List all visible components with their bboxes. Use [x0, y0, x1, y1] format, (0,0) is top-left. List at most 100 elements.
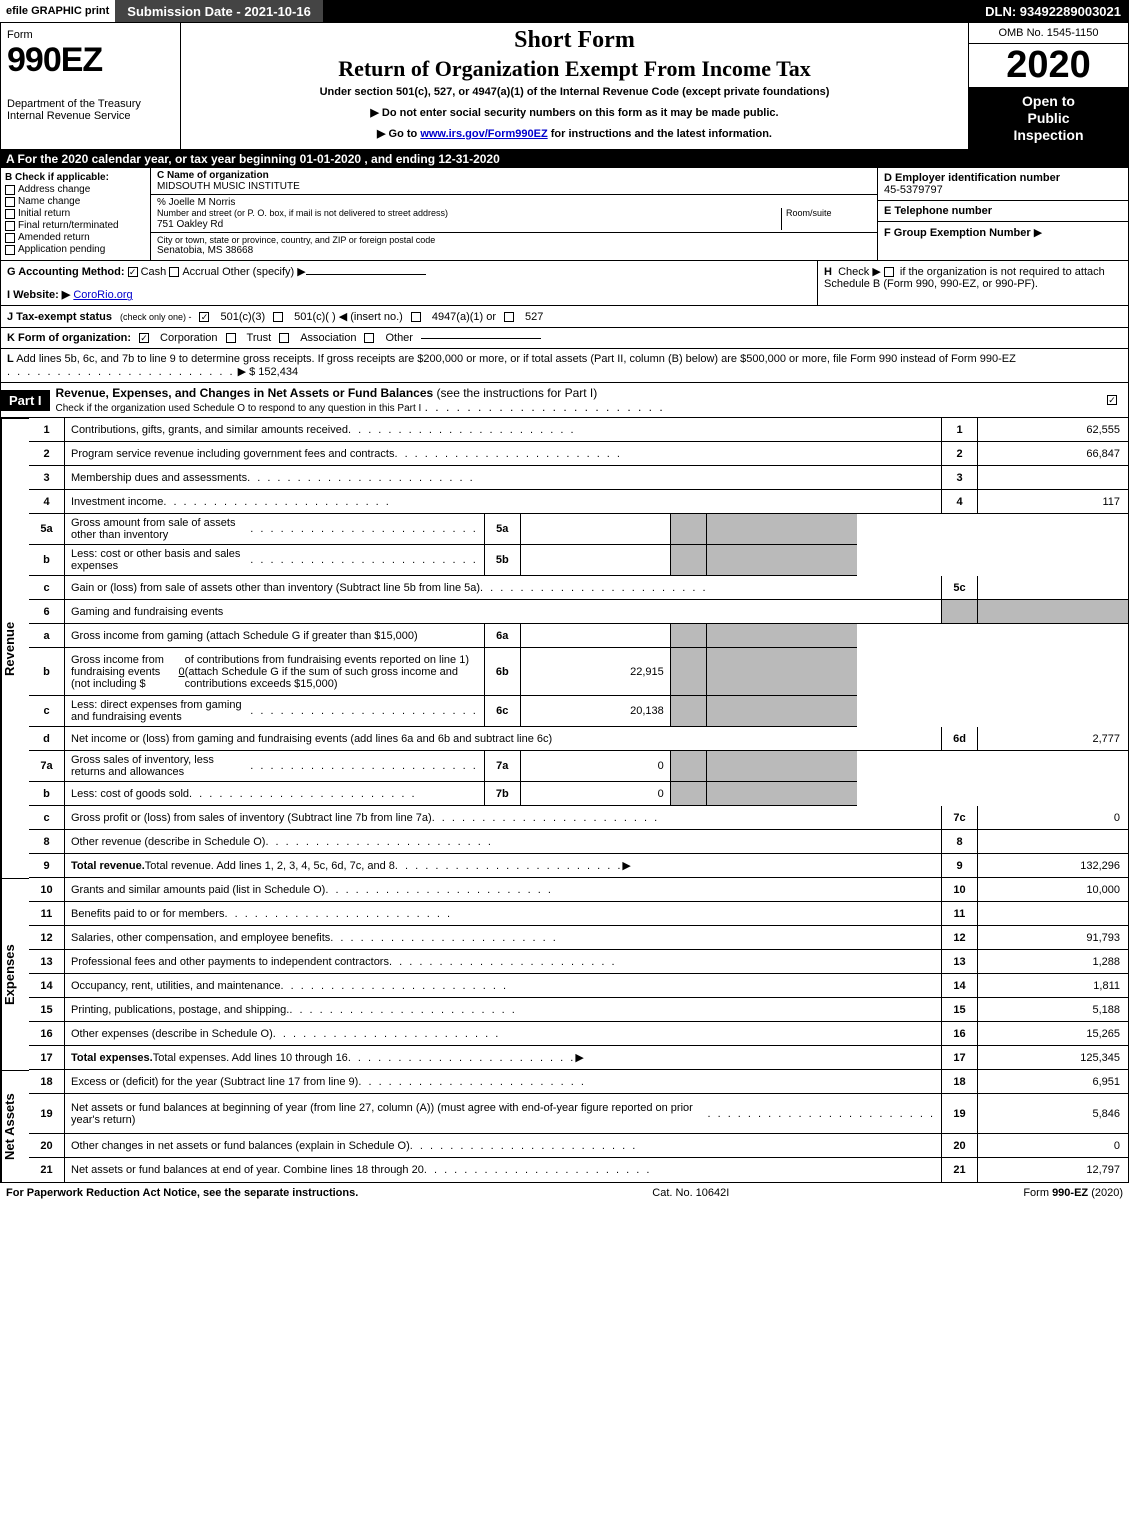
checkbox-initial-return[interactable] [5, 209, 15, 219]
group-exemption-arrow: ▶ [1034, 227, 1042, 239]
website-link[interactable]: CoroRio.org [73, 289, 132, 301]
irs-label: Internal Revenue Service [7, 110, 174, 122]
checkbox-cash[interactable] [128, 267, 138, 277]
line-3-amount [978, 466, 1128, 490]
revenue-side-label: Revenue [1, 418, 29, 878]
checkbox-corporation[interactable] [139, 333, 149, 343]
line-17-amount: 125,345 [978, 1046, 1128, 1070]
row-j: J Tax-exempt status (check only one) - 5… [0, 306, 1129, 328]
line-7c: cGross profit or (loss) from sales of in… [29, 806, 1128, 830]
line-5b-amount [521, 545, 671, 576]
line-1-amount: 62,555 [978, 418, 1128, 442]
line-15-amount: 5,188 [978, 998, 1128, 1022]
line-6: 6Gaming and fundraising events [29, 600, 1128, 624]
checkbox-other-org[interactable] [364, 333, 374, 343]
line-6d-amount: 2,777 [978, 727, 1128, 751]
dln: DLN: 93492289003021 [977, 2, 1129, 21]
checkbox-address-change[interactable] [5, 185, 15, 195]
org-name: MIDSOUTH MUSIC INSTITUTE [157, 181, 871, 192]
checkbox-association[interactable] [279, 333, 289, 343]
part-1-label: Part I [1, 390, 50, 411]
line-5b: bLess: cost or other basis and sales exp… [29, 545, 1128, 576]
line-6d: dNet income or (loss) from gaming and fu… [29, 727, 1128, 751]
checkbox-final-return[interactable] [5, 221, 15, 231]
dept-treasury: Department of the Treasury [7, 98, 174, 110]
line-6a: aGross income from gaming (attach Schedu… [29, 624, 1128, 648]
tax-year: 2020 [969, 44, 1128, 87]
line-19: 19Net assets or fund balances at beginni… [29, 1094, 1128, 1134]
open-to-public-inspection: Open to Public Inspection [969, 87, 1128, 149]
line-6a-amount [521, 624, 671, 648]
city-state-zip: Senatobia, MS 38668 [157, 245, 871, 256]
checkbox-accrual[interactable] [169, 267, 179, 277]
other-org-field[interactable] [421, 338, 541, 339]
line-13: 13Professional fees and other payments t… [29, 950, 1128, 974]
line-5c-amount [978, 576, 1128, 600]
title-short-form: Short Form [189, 27, 960, 54]
ein-value: 45-5379797 [884, 184, 1122, 196]
line-6c-amount: 20,138 [521, 696, 671, 727]
line-5a: 5aGross amount from sale of assets other… [29, 514, 1128, 545]
line-8: 8Other revenue (describe in Schedule O)8 [29, 830, 1128, 854]
line-3: 3Membership dues and assessments3 [29, 466, 1128, 490]
line-6b-amount: 22,915 [521, 648, 671, 696]
row-a-tax-year: A For the 2020 calendar year, or tax yea… [0, 150, 1129, 168]
line-7b: bLess: cost of goods sold7b0 [29, 782, 1128, 806]
irs-link[interactable]: www.irs.gov/Form990EZ [420, 128, 547, 140]
section-d-e-f: D Employer identification number 45-5379… [878, 168, 1128, 260]
checkbox-527[interactable] [504, 312, 514, 322]
subtitle: Under section 501(c), 527, or 4947(a)(1)… [189, 86, 960, 98]
part-1-table: Revenue 1Contributions, gifts, grants, a… [0, 418, 1129, 1183]
part-1-header: Part I Revenue, Expenses, and Changes in… [0, 383, 1129, 418]
paperwork-notice: For Paperwork Reduction Act Notice, see … [6, 1187, 358, 1199]
form-header: Form 990EZ Department of the Treasury In… [0, 22, 1129, 150]
gross-receipts-value: 152,434 [258, 366, 298, 378]
checkbox-schedule-b[interactable] [884, 267, 894, 277]
line-21-amount: 12,797 [978, 1158, 1128, 1182]
checkbox-name-change[interactable] [5, 197, 15, 207]
line-5c: cGain or (loss) from sale of assets othe… [29, 576, 1128, 600]
page-footer: For Paperwork Reduction Act Notice, see … [0, 1183, 1129, 1203]
line-18-amount: 6,951 [978, 1070, 1128, 1094]
form-number: 990EZ [7, 41, 174, 80]
line-11-amount [978, 902, 1128, 926]
line-20: 20Other changes in net assets or fund ba… [29, 1134, 1128, 1158]
line-7c-amount: 0 [978, 806, 1128, 830]
line-15: 15Printing, publications, postage, and s… [29, 998, 1128, 1022]
goto-instruction: ▶ Go to www.irs.gov/Form990EZ for instru… [189, 127, 960, 140]
line-12: 12Salaries, other compensation, and empl… [29, 926, 1128, 950]
line-4-amount: 117 [978, 490, 1128, 514]
row-g-h: G Accounting Method: Cash Accrual Other … [0, 261, 1129, 306]
checkbox-4947[interactable] [411, 312, 421, 322]
checkbox-501c[interactable] [273, 312, 283, 322]
form-ref: Form 990-EZ (2020) [1023, 1187, 1123, 1199]
line-21: 21Net assets or fund balances at end of … [29, 1158, 1128, 1182]
checkbox-trust[interactable] [226, 333, 236, 343]
form-label: Form [7, 29, 174, 41]
efile-print-label: efile GRAPHIC print [0, 0, 115, 22]
topbar: efile GRAPHIC print Submission Date - 20… [0, 0, 1129, 22]
checkbox-501c3[interactable] [199, 312, 209, 322]
line-12-amount: 91,793 [978, 926, 1128, 950]
checkbox-amended-return[interactable] [5, 233, 15, 243]
line-16: 16Other expenses (describe in Schedule O… [29, 1022, 1128, 1046]
line-18: 18Excess or (deficit) for the year (Subt… [29, 1070, 1128, 1094]
line-2: 2Program service revenue including gover… [29, 442, 1128, 466]
catalog-number: Cat. No. 10642I [652, 1187, 729, 1199]
netassets-side-label: Net Assets [1, 1070, 29, 1182]
row-l: L Add lines 5b, 6c, and 7b to line 9 to … [0, 349, 1129, 383]
omb-number: OMB No. 1545-1150 [969, 23, 1128, 44]
line-1: 1Contributions, gifts, grants, and simil… [29, 418, 1128, 442]
line-19-amount: 5,846 [978, 1094, 1128, 1134]
row-k: K Form of organization: Corporation Trus… [0, 328, 1129, 349]
other-accounting-field[interactable] [306, 274, 426, 275]
line-17: 17Total expenses. Total expenses. Add li… [29, 1046, 1128, 1070]
care-of: % Joelle M Norris [157, 197, 871, 208]
line-7b-amount: 0 [521, 782, 671, 806]
submission-date: Submission Date - 2021-10-16 [115, 0, 323, 22]
info-grid: B Check if applicable: Address change Na… [0, 168, 1129, 261]
checkbox-schedule-o-part1[interactable] [1107, 395, 1117, 405]
title-main: Return of Organization Exempt From Incom… [189, 56, 960, 82]
line-9: 9Total revenue. Total revenue. Add lines… [29, 854, 1128, 878]
checkbox-application-pending[interactable] [5, 245, 15, 255]
